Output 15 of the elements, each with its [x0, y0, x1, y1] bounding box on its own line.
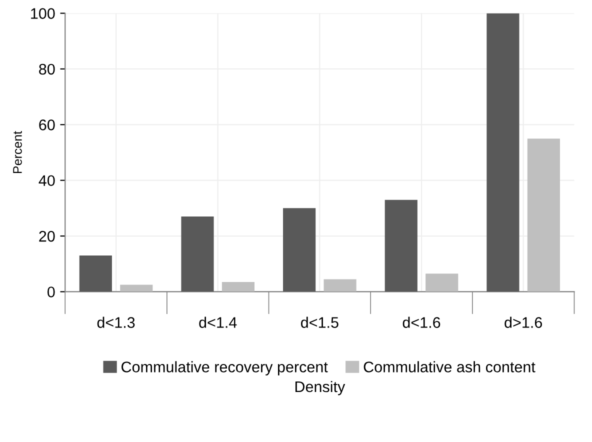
- y-tick-label: 60: [39, 120, 55, 130]
- y-axis-title: Percent: [13, 131, 22, 174]
- y-tick-label: 40: [38, 175, 55, 186]
- x-tick-label: d<1.5: [300, 316, 338, 328]
- y-tick-label: 80: [39, 64, 55, 75]
- x-tick-label: d<1.6: [402, 316, 440, 328]
- y-tick-label: 0: [48, 286, 55, 298]
- y-tick-label: 100: [31, 8, 55, 19]
- x-tick-label: d>1.6: [504, 316, 542, 328]
- legend-label: Commulative ash content: [364, 361, 536, 372]
- x-tick-label: d<1.4: [199, 316, 237, 328]
- x-axis-title: Density: [295, 380, 346, 396]
- legend-label: Commulative recovery percent: [122, 361, 328, 376]
- y-tick-label: 20: [39, 230, 55, 242]
- x-tick-label: d<1.3: [97, 316, 135, 328]
